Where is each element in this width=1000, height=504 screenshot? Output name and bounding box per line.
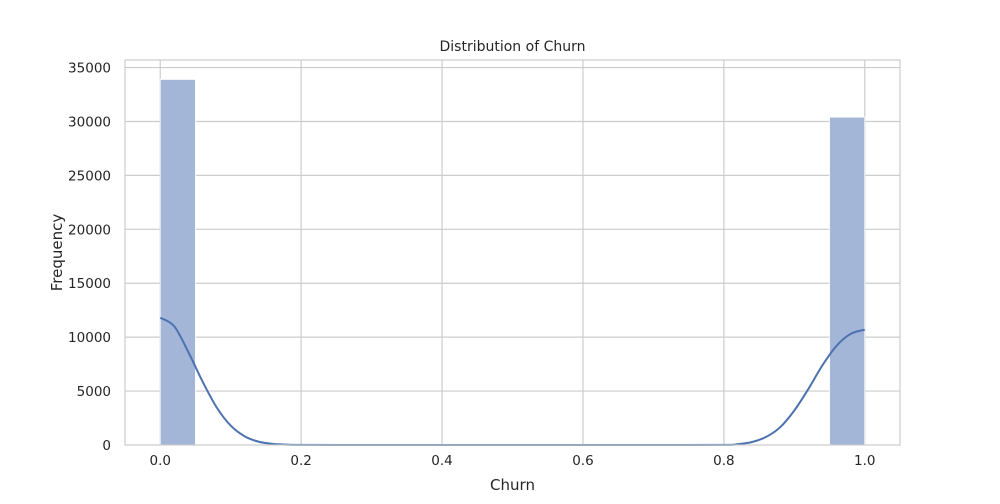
y-tick-label: 30000 — [68, 114, 111, 130]
x-axis-label: Churn — [490, 476, 535, 494]
y-tick-label: 10000 — [68, 330, 111, 346]
y-tick-label: 5000 — [77, 384, 111, 400]
y-axis-ticks: 0 5000 10000 15000 20000 25000 30000 35000 — [68, 61, 111, 454]
y-axis-label: Frequency — [48, 214, 66, 292]
grid — [125, 60, 900, 445]
x-tick-label: 0.4 — [431, 453, 452, 469]
x-tick-label: 0.0 — [149, 453, 170, 469]
x-axis-ticks: 0.0 0.2 0.4 0.6 0.8 1.0 — [149, 453, 875, 469]
y-tick-label: 20000 — [68, 222, 111, 238]
x-tick-label: 1.0 — [854, 453, 875, 469]
y-tick-label: 25000 — [68, 168, 111, 184]
histogram-bars — [159, 79, 866, 446]
y-tick-label: 0 — [102, 438, 111, 454]
chart-title: Distribution of Churn — [440, 39, 586, 55]
y-tick-label: 35000 — [68, 61, 111, 77]
x-tick-label: 0.8 — [713, 453, 734, 469]
y-tick-label: 15000 — [68, 276, 111, 292]
plot-frame — [124, 59, 901, 446]
x-tick-label: 0.6 — [572, 453, 593, 469]
histogram-bar — [829, 116, 866, 446]
x-tick-label: 0.2 — [290, 453, 311, 469]
histogram-bar — [159, 79, 196, 446]
